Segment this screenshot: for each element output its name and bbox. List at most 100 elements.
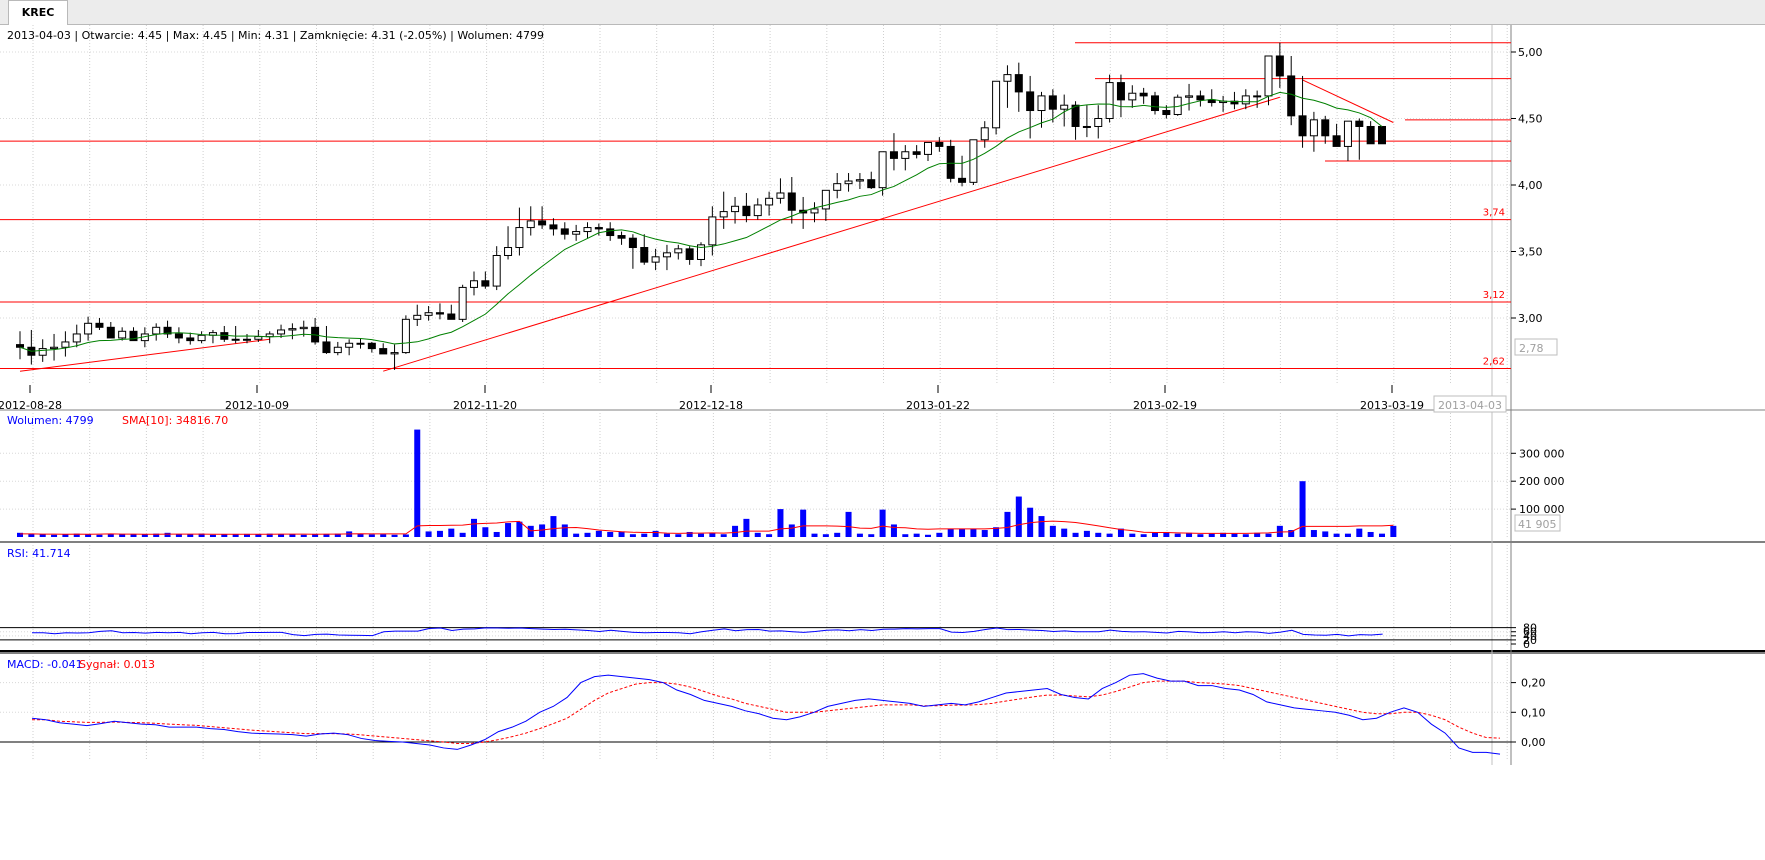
volume-bar [754,532,761,537]
volume-cursor-value: 41 905 [1518,518,1557,531]
volume-bar [1254,532,1261,537]
volume-bar [448,528,455,537]
volume-bar [629,534,636,537]
candle-body [163,326,172,335]
candle-body [379,348,388,355]
volume-bar [1333,533,1340,537]
volume-bar [1152,532,1158,537]
macd-label: MACD: -0.041 [7,658,83,671]
volume-bar [550,516,557,537]
candle-body [662,252,671,258]
volume-bar [312,533,319,537]
volume-bar [1197,534,1204,537]
volume-tick-label: 100 000 [1519,503,1565,516]
volume-bar [334,533,341,537]
candle-body [765,197,774,206]
candle-body [810,208,819,214]
volume-bar [1265,533,1272,537]
candle-body [1309,119,1318,137]
candle-body [912,151,921,155]
candle-body [889,151,898,159]
candle-body [1275,55,1284,77]
candle-body [1196,95,1205,101]
volume-bar [1242,534,1249,537]
ohlc-info-line: 2013-04-03 | Otwarcie: 4.45 | Max: 4.45 … [7,29,544,42]
candle-body [1162,110,1171,116]
candle-body [61,341,70,348]
rsi-tick-label: 60 [1523,626,1537,639]
candle-body [333,346,342,354]
candle-body [345,342,354,348]
price-tick-label: 4,00 [1518,179,1543,192]
candle-body [356,342,365,345]
volume-bar [1061,528,1068,537]
candle-body [617,235,626,239]
volume-bar [1163,531,1170,537]
volume-bar [119,533,126,537]
price-cursor-value: 2,78 [1519,342,1544,355]
volume-bar [879,509,886,537]
volume-bar [1129,533,1136,537]
volume-bar [153,533,160,537]
volume-bar [164,532,171,537]
volume-bar [278,534,285,537]
volume-bar [391,534,398,537]
candle-body [526,220,535,229]
volume-bar [1220,532,1227,537]
date-tick-label: 2012-12-18 [679,399,743,412]
volume-bar [527,525,534,537]
signal-label: Sygnał: 0.013 [79,658,155,671]
candle-body [231,338,240,341]
volume-bar [425,531,432,537]
volume-tick-label: 300 000 [1519,447,1565,460]
volume-bar [414,429,421,537]
level-label: 3,12 [1483,290,1505,301]
volume-bar [1072,532,1079,537]
rsi-tick-label: 80 [1523,622,1537,635]
volume-bar [482,527,489,537]
volume-bar [584,532,591,537]
volume-bar [663,533,670,537]
candle-body [776,192,785,199]
volume-bar [141,534,148,537]
candle-body [106,326,115,339]
volume-bar [505,523,512,537]
volume-bar [28,533,35,537]
volume-bar [1390,525,1397,537]
volume-bar [720,534,727,537]
date-tick-label: 2013-02-19 [1133,399,1197,412]
volume-bar [925,534,931,537]
volume-bar [1186,532,1193,537]
volume-bar [902,534,909,537]
price-tick-label: 4,50 [1518,113,1543,126]
candle-body [1241,95,1250,105]
volume-bar [822,534,829,537]
volume-label: Wolumen: 4799 [7,414,94,427]
candle-body [1082,125,1091,128]
candle-body [1264,55,1273,97]
volume-bar [1174,533,1181,537]
tab-krec[interactable]: KREC [8,0,68,25]
chart-canvas[interactable]: 3,74 3,12 2,62 5,00 4,50 4,00 3,50 3,00 2,78 300… [0,25,1765,860]
volume-bar [607,531,614,537]
rsi-label: RSI: 41.714 [7,547,71,560]
candle-body [674,248,683,254]
volume-bar [1049,525,1056,537]
candle-body [628,237,637,249]
date-cursor-value: 2013-04-03 [1438,399,1502,412]
candle-body [1207,99,1216,104]
candle-body [992,80,1001,129]
trend-line [1302,79,1394,123]
candle-body [980,127,989,141]
volume-bar [516,521,523,537]
candle-body [1037,95,1046,112]
candle-body [560,228,569,235]
candle-body [277,329,286,335]
volume-bar [777,509,784,537]
volume-bar [96,534,103,537]
volume-bar [1106,533,1113,537]
candle-body [174,333,183,339]
date-tick-label: 2013-01-22 [906,399,970,412]
volume-bar [1310,530,1317,537]
volume-bar [402,534,409,537]
